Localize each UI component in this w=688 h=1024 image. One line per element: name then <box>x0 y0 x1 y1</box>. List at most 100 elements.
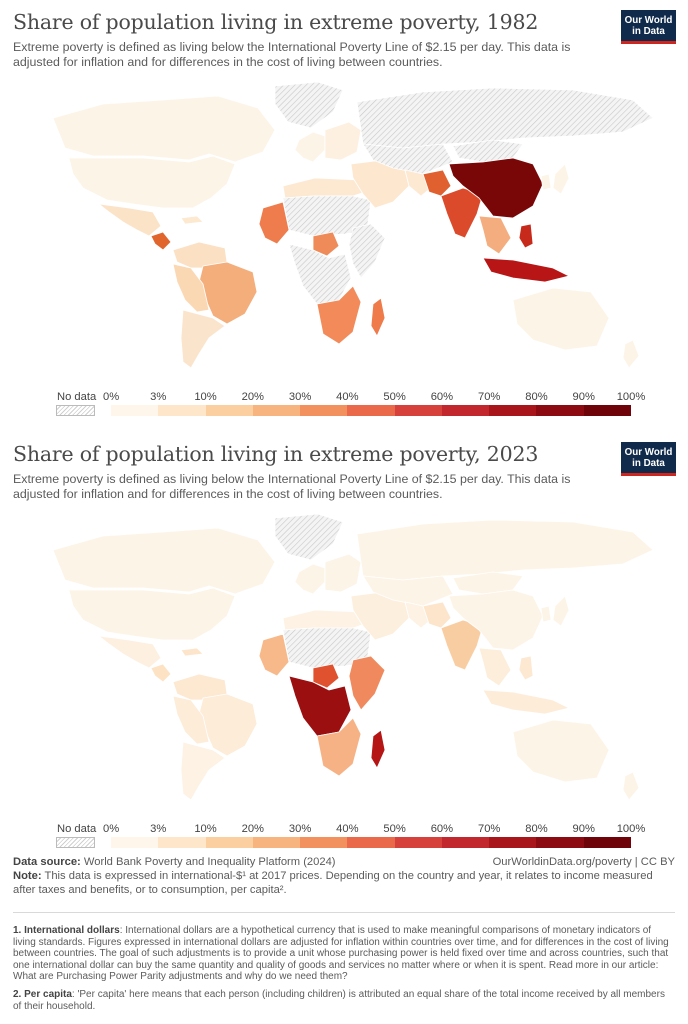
region-western-europe[interactable] <box>294 131 326 163</box>
legend-tick-label: 50% <box>383 391 406 403</box>
chart-panel-1982: Share of population living in extreme po… <box>0 0 688 425</box>
legend-bin[interactable] <box>536 405 585 416</box>
region-southeast-asia[interactable] <box>478 215 512 255</box>
region-canada[interactable] <box>52 527 276 595</box>
region-indonesia[interactable] <box>482 689 570 715</box>
legend-bin[interactable] <box>489 837 537 848</box>
region-nigeria[interactable] <box>312 231 340 257</box>
region-madagascar[interactable] <box>370 297 386 337</box>
legend-bin[interactable] <box>347 837 396 848</box>
region-australia[interactable] <box>512 719 610 783</box>
color-legend: No data 0% 3% 10% 20% 30% 40% 50% 60% 70% 80% 90% 10… <box>0 817 688 857</box>
region-new-zealand[interactable] <box>622 339 640 369</box>
region-mexico[interactable] <box>98 635 162 669</box>
region-canada[interactable] <box>52 95 276 163</box>
region-central-asia[interactable] <box>362 143 454 175</box>
region-west-africa-coast[interactable] <box>258 633 290 677</box>
region-central-america[interactable] <box>150 231 172 251</box>
legend-bin[interactable] <box>252 837 301 848</box>
region-central-africa[interactable] <box>288 675 352 737</box>
legend-bin[interactable] <box>300 405 348 416</box>
legend-bin[interactable] <box>583 405 632 416</box>
note-label: Note: <box>13 870 42 882</box>
region-new-zealand[interactable] <box>622 771 640 801</box>
region-usa[interactable] <box>68 155 236 209</box>
region-greenland[interactable] <box>274 513 344 561</box>
legend-bin[interactable] <box>347 405 396 416</box>
legend-tick-label: 100% <box>616 823 646 835</box>
legend-bin[interactable] <box>441 837 490 848</box>
source-text[interactable]: World Bank Poverty and Inequality Platfo… <box>83 856 336 868</box>
legend-nodata-swatch[interactable] <box>56 837 95 848</box>
region-nigeria[interactable] <box>312 663 340 689</box>
legend-bin[interactable] <box>252 405 301 416</box>
region-andes[interactable] <box>172 695 210 745</box>
region-china[interactable] <box>448 157 544 219</box>
region-eastern-europe[interactable] <box>324 121 362 161</box>
region-southern-cone[interactable] <box>180 741 226 801</box>
region-madagascar[interactable] <box>370 729 386 769</box>
region-southern-africa[interactable] <box>316 717 362 777</box>
legend-bin[interactable] <box>583 837 632 848</box>
chart-title: Share of population living in extreme po… <box>13 442 539 466</box>
legend-tick-label: 60% <box>430 823 454 835</box>
region-greenland[interactable] <box>274 81 344 129</box>
legend-bin[interactable] <box>158 405 207 416</box>
source-link[interactable]: OurWorldinData.org/poverty | CC BY <box>492 856 675 868</box>
region-japan[interactable] <box>552 163 570 195</box>
legend-bin[interactable] <box>158 837 207 848</box>
region-southeast-asia[interactable] <box>478 647 512 687</box>
region-philippines[interactable] <box>518 223 534 249</box>
region-philippines[interactable] <box>518 655 534 681</box>
region-iran[interactable] <box>404 601 434 629</box>
region-andes[interactable] <box>172 263 210 313</box>
region-mexico[interactable] <box>98 203 162 237</box>
legend-bin[interactable] <box>489 405 537 416</box>
region-pakistan[interactable] <box>422 601 452 629</box>
world-map <box>13 78 675 376</box>
legend-bin[interactable] <box>441 405 490 416</box>
region-eastern-europe[interactable] <box>324 553 362 593</box>
legend-bin[interactable] <box>394 837 443 848</box>
region-china[interactable] <box>448 589 544 651</box>
owid-logo[interactable]: Our World in Data <box>621 10 676 44</box>
region-japan[interactable] <box>552 595 570 627</box>
region-australia[interactable] <box>512 287 610 351</box>
owid-logo[interactable]: Our World in Data <box>621 442 676 476</box>
source-label: Data source: <box>13 856 81 868</box>
legend-tick-label: 20% <box>241 391 265 403</box>
region-indonesia[interactable] <box>482 257 570 283</box>
legend-bin[interactable] <box>536 837 585 848</box>
region-korea[interactable] <box>540 605 552 623</box>
chart-subtitle: Extreme poverty is defined as living bel… <box>13 472 571 501</box>
region-west-africa-coast[interactable] <box>258 201 290 245</box>
legend-tick-label: 40% <box>336 823 359 835</box>
region-pakistan[interactable] <box>422 169 452 197</box>
legend-bin[interactable] <box>394 405 443 416</box>
legend-bin[interactable] <box>205 837 254 848</box>
legend-bin[interactable] <box>205 405 254 416</box>
legend-nodata-swatch[interactable] <box>56 405 95 416</box>
legend-tick-label: 70% <box>477 823 501 835</box>
region-korea[interactable] <box>540 173 552 191</box>
region-southern-africa[interactable] <box>316 285 362 345</box>
legend-tick-label: 70% <box>477 391 501 403</box>
region-western-europe[interactable] <box>294 563 326 595</box>
legend-bin[interactable] <box>300 837 348 848</box>
region-southern-cone[interactable] <box>180 309 226 369</box>
region-central-asia[interactable] <box>362 575 454 607</box>
legend-tick-label: 90% <box>572 823 595 835</box>
region-east-africa[interactable] <box>348 223 386 279</box>
region-caribbean[interactable] <box>180 215 204 225</box>
legend-bin[interactable] <box>111 405 159 416</box>
divider <box>13 912 675 913</box>
region-caribbean[interactable] <box>180 647 204 657</box>
legend-nodata-label: No data <box>57 823 97 835</box>
legend-bin[interactable] <box>111 837 159 848</box>
region-usa[interactable] <box>68 587 236 641</box>
legend-tick-label: 20% <box>241 823 265 835</box>
region-central-africa[interactable] <box>288 243 352 305</box>
region-iran[interactable] <box>404 169 434 197</box>
region-east-africa[interactable] <box>348 655 386 711</box>
region-central-america[interactable] <box>150 663 172 683</box>
